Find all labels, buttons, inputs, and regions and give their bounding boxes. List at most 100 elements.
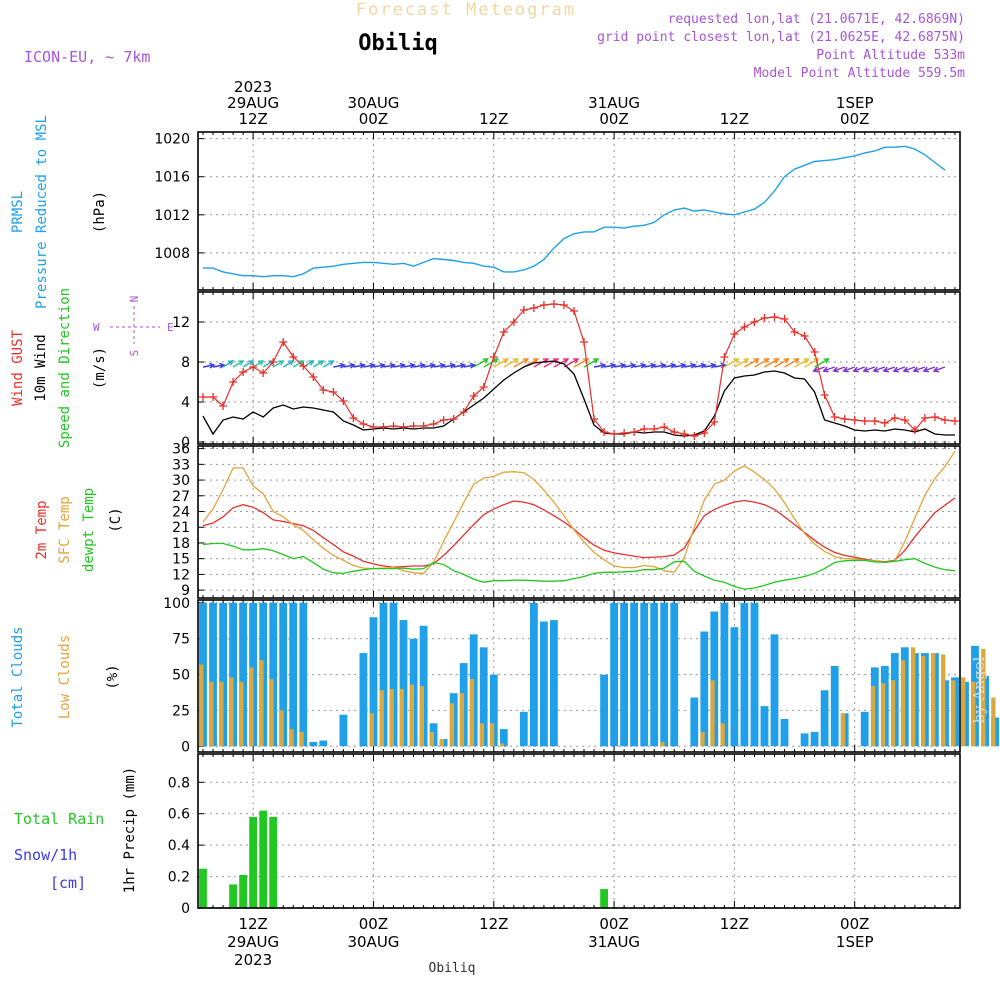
wind-arrow-head	[459, 362, 467, 369]
wind-gust-marker	[399, 423, 408, 431]
low-clouds-bar	[229, 677, 234, 747]
wind-arrow	[292, 360, 304, 368]
time-label-bottom: 29AUG	[227, 933, 279, 951]
low-clouds-bar	[299, 731, 304, 747]
total-clouds-bar	[299, 602, 308, 747]
wind-arrow-head	[700, 362, 707, 369]
wind-gust-marker	[269, 358, 278, 366]
wind-arrow-head	[630, 362, 637, 369]
wind-arrow-head	[429, 362, 437, 369]
total-clouds-bar	[339, 714, 348, 747]
time-label-bottom: 12Z	[720, 915, 749, 933]
wind-gust-marker	[690, 432, 699, 440]
wind-arrow-head	[328, 360, 335, 366]
wind-arrow	[873, 366, 886, 372]
total-clouds-bar	[690, 697, 699, 747]
total-clouds-bar	[750, 602, 759, 747]
wind-arrow-head	[650, 362, 657, 369]
wind-arrow	[413, 364, 425, 368]
pressure-panel-frame	[197, 131, 961, 291]
wind-arrow-head	[238, 360, 245, 366]
wind-arrow-head	[902, 366, 909, 373]
temp-panel-bg	[198, 446, 960, 598]
wind-arrow	[853, 366, 865, 372]
low-clouds-bar	[259, 660, 264, 747]
low-clouds-bar	[720, 723, 725, 747]
wind-arrow	[433, 364, 445, 368]
wind-speed-line	[202, 360, 955, 437]
low-clouds-bar	[289, 729, 294, 747]
ytick-label: 0.6	[168, 807, 190, 823]
wind-arrow	[814, 358, 829, 368]
wind-arrow	[453, 364, 465, 368]
ytick-label: 36	[172, 442, 190, 458]
time-label-top: 30AUG	[347, 94, 399, 112]
wind-arrow-head	[512, 358, 520, 364]
wind-arrow-head	[409, 362, 416, 369]
precip-panel: 0 0.2 0.4 0.6 0.8	[168, 753, 961, 917]
rain-bar	[259, 810, 268, 908]
wind-gust-marker	[800, 332, 809, 340]
low-clouds-bar	[931, 653, 936, 747]
ytick-label: 25	[172, 703, 190, 719]
low-clouds-bar	[409, 684, 414, 747]
wind-arrow-head	[219, 362, 226, 369]
wind-gust-marker	[239, 368, 248, 376]
time-label-top: 00Z	[840, 110, 869, 128]
low-clouds-bar	[971, 681, 976, 747]
low-clouds-bar	[489, 723, 495, 747]
ytick-label: 15	[172, 552, 190, 568]
wind-gust-marker	[820, 391, 829, 399]
temp-unit-label: (C)	[108, 507, 124, 532]
wind-direction-arrows	[202, 358, 946, 373]
wind-arrow-head	[882, 366, 889, 373]
time-label-bottom: 00Z	[599, 915, 628, 933]
wind-arrow-head	[522, 358, 530, 364]
wind-arrow	[473, 358, 489, 368]
wind-gust-marker	[549, 300, 558, 308]
compass-s: S	[128, 350, 141, 357]
total-clouds-bar	[399, 620, 408, 747]
low-clouds-bar	[499, 743, 505, 747]
total-clouds-bar	[379, 602, 388, 747]
wind-gust-marker	[369, 423, 378, 431]
wind-arrow	[573, 358, 589, 368]
low-clouds-bar	[399, 688, 404, 747]
time-label-top: 12Z	[720, 110, 749, 128]
low-clouds-bar	[951, 680, 956, 747]
total-clouds-bar	[760, 706, 769, 747]
wind-gust-marker	[299, 362, 308, 370]
wind-gust-marker	[289, 353, 298, 361]
total-clouds-bar	[519, 711, 528, 747]
wind-arrow	[503, 358, 519, 368]
wind-arrow	[202, 364, 215, 368]
compass-rose: N S W E	[93, 296, 174, 357]
wind-arrow	[623, 364, 636, 368]
wind-arrow-head	[532, 358, 540, 364]
low-clouds-bar	[469, 678, 475, 747]
ytick-label: 9	[181, 583, 190, 599]
wind-gust-marker	[349, 414, 358, 422]
wind-arrow	[734, 358, 749, 368]
wind-arrow-head	[812, 366, 819, 373]
low-clouds-bar	[700, 731, 705, 747]
wind-gust-marker	[710, 418, 719, 426]
wind-arrow	[613, 364, 626, 368]
wind-arrow-head	[872, 366, 879, 373]
low-clouds-bar	[890, 680, 896, 747]
total-clouds-bar	[730, 627, 739, 747]
wind-arrow	[583, 358, 599, 368]
wind-arrow-head	[419, 362, 427, 369]
wind-arrow-head	[892, 366, 899, 373]
wind-arrow-head	[349, 362, 356, 369]
wind-arrow-head	[640, 362, 647, 369]
clouds-panel-labels: Total Clouds Low Clouds (%)	[10, 626, 121, 727]
wind-arrow-head	[562, 358, 570, 364]
total-clouds-bar	[660, 602, 669, 747]
low-clouds-label: Low Clouds	[57, 635, 73, 719]
low-clouds-bar	[239, 681, 244, 747]
time-label-bottom: 2023	[234, 951, 272, 969]
wind-arrow-head	[502, 358, 510, 364]
precip-panel-labels: Total Rain Snow/1h [cm] 1hr Precip (mm)	[14, 767, 138, 893]
